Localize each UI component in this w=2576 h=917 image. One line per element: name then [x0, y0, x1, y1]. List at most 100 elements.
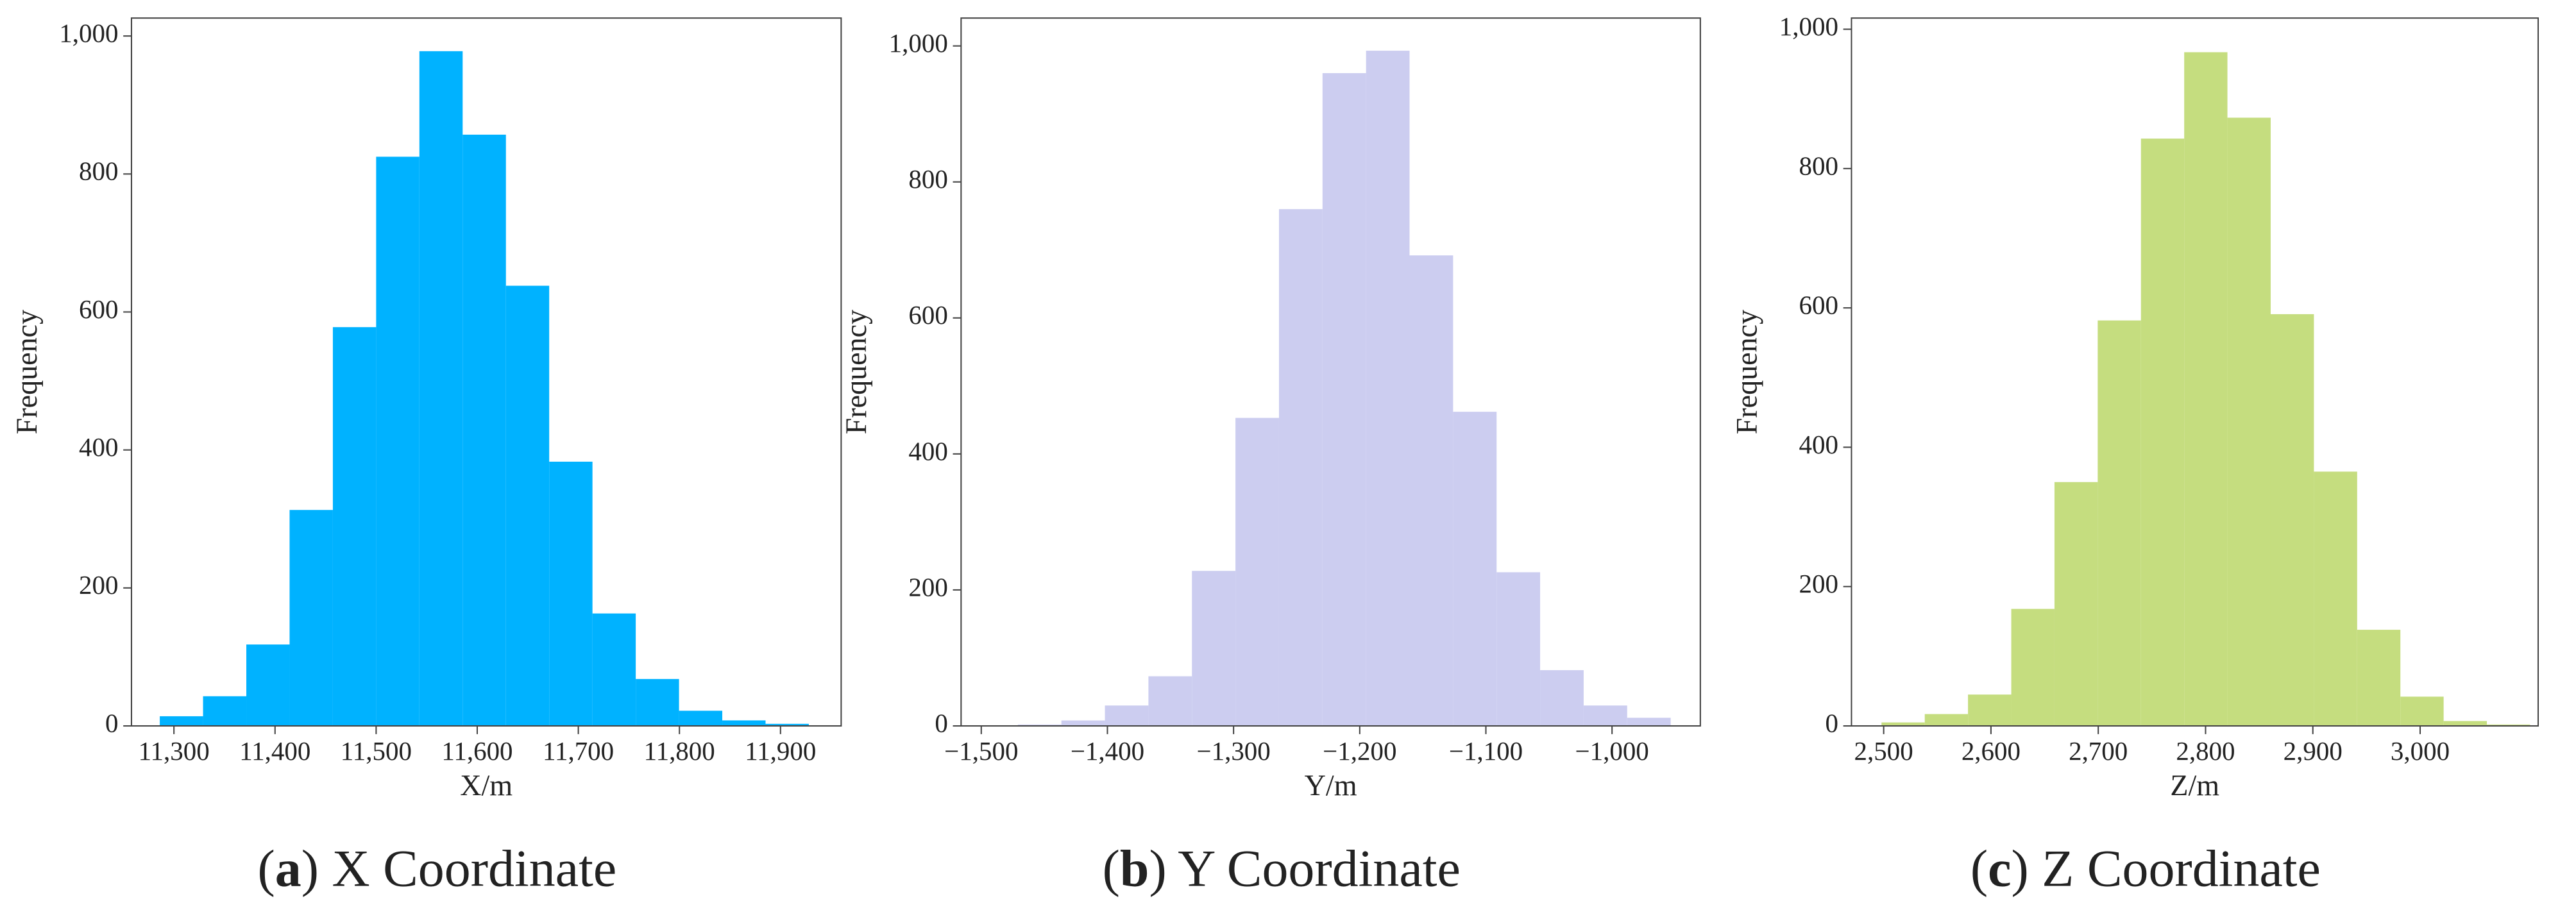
bar [1148, 676, 1192, 727]
bar [1627, 718, 1671, 727]
caption-part: ) X Coordinate [301, 839, 617, 897]
y-tick-label: 400 [908, 436, 947, 466]
bar [1409, 255, 1453, 727]
x-tick-label: 11,900 [745, 736, 816, 766]
caption-part: b [1120, 839, 1149, 897]
x-tick-label: 11,700 [543, 736, 614, 766]
y-tick-label: 1,000 [1779, 12, 1838, 41]
bar [1061, 720, 1105, 727]
bar [2400, 696, 2444, 727]
bar [1105, 705, 1149, 727]
bar [2314, 471, 2357, 727]
bar [1278, 209, 1323, 727]
bar [1453, 412, 1497, 727]
caption-part: ( [257, 839, 275, 897]
bar [1924, 714, 1969, 727]
caption-part: ( [1103, 839, 1120, 897]
y-tick-label: 800 [79, 156, 118, 186]
caption: (b) Y Coordinate [1103, 839, 1461, 897]
bar [2184, 52, 2228, 727]
bar [376, 156, 419, 727]
caption-part: a [275, 839, 301, 897]
bar [1496, 572, 1541, 727]
y-tick-label: 800 [1799, 151, 1838, 180]
bar [289, 510, 333, 727]
y-tick-label: 0 [935, 708, 947, 737]
bar [1235, 417, 1279, 727]
axes-frame [1851, 17, 2539, 727]
bar [1583, 705, 1627, 727]
bar [765, 723, 809, 727]
y-axis-label: Frequency [840, 310, 872, 435]
bar [1540, 670, 1584, 727]
x-axis-label: X/m [460, 769, 513, 802]
bar [160, 716, 203, 727]
bar [2054, 482, 2098, 727]
bar [462, 134, 506, 727]
y-tick-label: 600 [908, 300, 947, 330]
bar [419, 51, 463, 727]
caption: (c) Z Coordinate [1970, 839, 2321, 897]
y-tick-label: 600 [1799, 290, 1838, 320]
x-tick-label: −1,200 [1323, 736, 1396, 766]
x-tick-label: 2,800 [2176, 736, 2235, 766]
bar [2227, 117, 2271, 727]
y-tick-label: 1,000 [59, 19, 118, 48]
x-tick-label: −1,100 [1449, 736, 1523, 766]
bar [679, 711, 723, 727]
x-tick-label: 11,400 [239, 736, 310, 766]
caption-part: ) Y Coordinate [1149, 839, 1460, 897]
x-tick-label: −1,400 [1071, 736, 1144, 766]
bar [636, 678, 679, 727]
bar [549, 461, 593, 727]
bar [1968, 694, 2012, 727]
y-tick-label: 200 [1799, 569, 1838, 598]
y-axis-label: Frequency [10, 310, 43, 435]
x-tick-label: 11,500 [341, 736, 412, 766]
bar [1017, 724, 1062, 727]
bar [332, 327, 377, 727]
x-tick-label: 2,700 [2069, 736, 2128, 766]
x-tick-label: 2,900 [2284, 736, 2343, 766]
caption-part: ) Z Coordinate [2012, 839, 2321, 897]
bar [1192, 571, 1236, 727]
x-tick-label: 2,600 [1962, 736, 2021, 766]
bar [203, 696, 247, 727]
bar [2357, 630, 2401, 727]
bar [2140, 139, 2185, 727]
caption-part: ( [1970, 839, 1988, 897]
x-tick-label: 11,300 [139, 736, 210, 766]
x-tick-label: 3,000 [2391, 736, 2450, 766]
bar [2270, 314, 2314, 727]
bar [1322, 73, 1366, 727]
y-tick-label: 600 [79, 294, 118, 324]
x-axis-label: Z/m [2170, 769, 2219, 802]
bar [592, 613, 636, 727]
bar [2097, 320, 2141, 727]
axes-frame [130, 17, 842, 727]
y-tick-label: 0 [1825, 708, 1838, 737]
y-tick-label: 0 [105, 708, 118, 737]
bar [1881, 722, 1925, 727]
x-tick-label: 2,500 [1854, 736, 1913, 766]
y-tick-label: 200 [908, 572, 947, 602]
x-tick-label: 11,600 [441, 736, 513, 766]
bar [722, 720, 766, 727]
y-tick-label: 400 [79, 432, 118, 462]
y-axis-label: Frequency [1730, 310, 1763, 435]
y-tick-label: 400 [1799, 430, 1838, 459]
y-tick-label: 1,000 [889, 28, 948, 58]
bar [505, 285, 550, 727]
bar [1366, 51, 1410, 727]
bar [2011, 609, 2055, 727]
bar [2487, 724, 2530, 727]
x-tick-label: −1,000 [1575, 736, 1649, 766]
bar [246, 644, 290, 727]
bar [2443, 721, 2487, 727]
y-tick-label: 200 [79, 570, 118, 600]
caption: (a) X Coordinate [257, 839, 616, 897]
x-tick-label: −1,300 [1197, 736, 1271, 766]
x-tick-label: 11,800 [644, 736, 715, 766]
